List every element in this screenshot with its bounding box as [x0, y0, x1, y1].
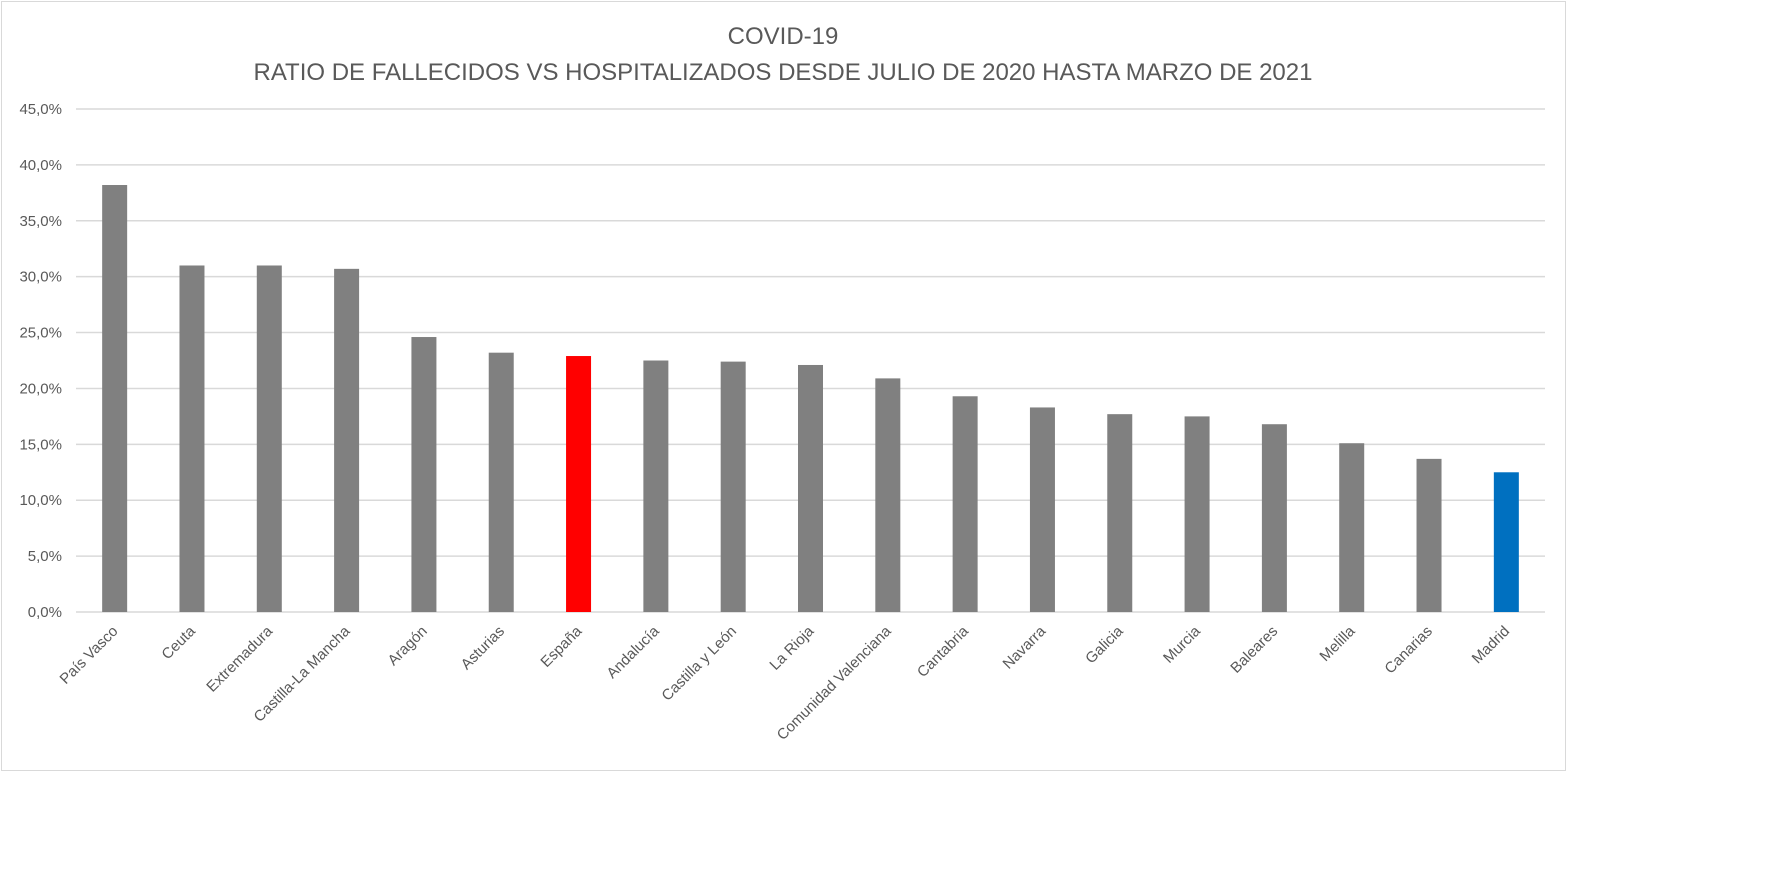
bar	[102, 185, 128, 612]
x-tick-label: Melilla	[1316, 622, 1359, 665]
chart-area	[1, 1, 1566, 771]
bar	[875, 378, 901, 612]
bar	[798, 364, 823, 612]
bar	[488, 352, 514, 612]
bar	[179, 265, 205, 612]
bar	[411, 337, 437, 612]
chart-subtitle: RATIO DE FALLECIDOS VS HOSPITALIZADOS DE…	[254, 59, 1313, 86]
x-tick-label: Galicia	[1082, 622, 1127, 667]
bar	[1107, 414, 1133, 612]
x-tick-label: Navarra	[1000, 622, 1050, 672]
y-tick-label: 30,0%	[19, 269, 62, 286]
chart-title: COVID-19	[728, 23, 839, 50]
bar	[334, 268, 360, 612]
y-tick-label: 25,0%	[19, 325, 62, 342]
x-tick-label: Asturias	[458, 623, 508, 673]
x-tick-label: Murcia	[1160, 622, 1204, 666]
bar	[952, 396, 978, 612]
x-tick-label: Extremadura	[203, 622, 276, 695]
bar	[1184, 416, 1210, 612]
bar	[720, 361, 746, 612]
bar	[256, 265, 282, 612]
x-tick-label: Aragón	[385, 623, 431, 669]
x-tick-label: Madrid	[1469, 623, 1513, 667]
y-tick-label: 45,0%	[19, 101, 62, 118]
x-tick-label: Ceuta	[158, 622, 199, 663]
bar	[1029, 407, 1055, 612]
x-tick-label: La Rioja	[766, 622, 817, 673]
y-tick-label: 10,0%	[19, 492, 62, 509]
bar	[566, 356, 592, 612]
x-tick-label: Castilla y León	[658, 623, 740, 705]
x-tick-label: Cantabria	[914, 622, 972, 680]
bar	[1339, 443, 1365, 612]
bar	[1416, 458, 1442, 612]
x-tick-label: España	[537, 622, 585, 670]
y-tick-label: 5,0%	[28, 548, 62, 565]
y-tick-label: 15,0%	[19, 436, 62, 453]
x-tick-label: País Vasco	[57, 623, 122, 688]
bar	[643, 360, 669, 612]
y-tick-label: 35,0%	[19, 213, 62, 230]
x-tick-label: Canarias	[1381, 623, 1435, 677]
y-tick-label: 20,0%	[19, 380, 62, 397]
y-tick-label: 40,0%	[19, 157, 62, 174]
bar	[1493, 472, 1519, 612]
x-tick-label: Baleares	[1227, 623, 1281, 677]
bar	[1261, 424, 1287, 612]
x-tick-label: Andalucía	[603, 622, 663, 682]
y-tick-label: 0,0%	[28, 604, 62, 621]
